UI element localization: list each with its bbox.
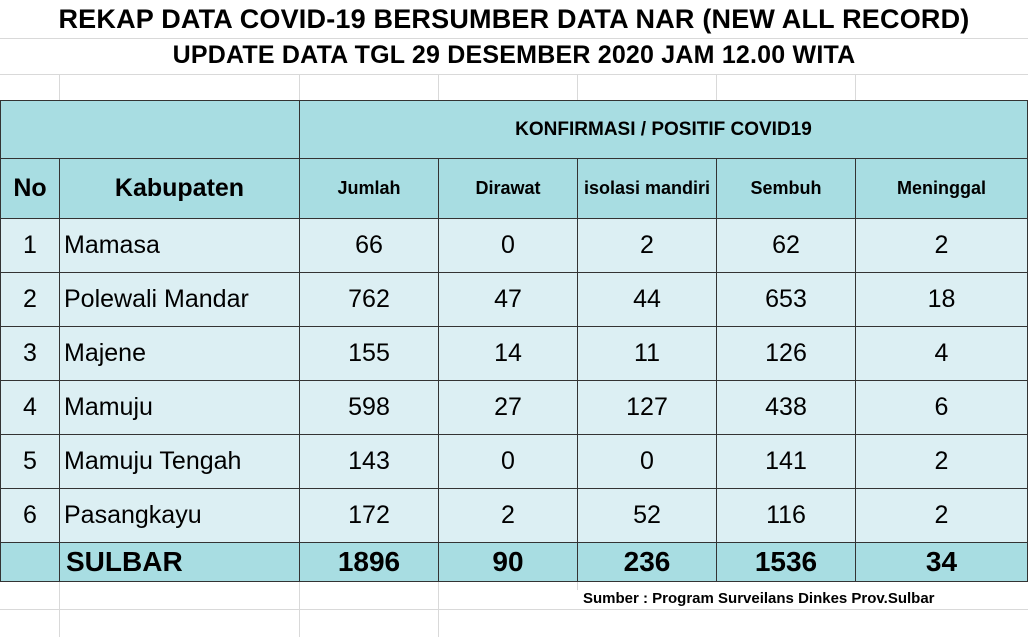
header-row-columns: No Kabupaten Jumlah Dirawat isolasi mand… [0, 158, 1028, 219]
cell-no: 5 [0, 434, 60, 489]
cell-dirawat: 0 [438, 218, 578, 273]
total-label: SULBAR [59, 542, 300, 582]
gridline [299, 74, 300, 100]
source-note: Sumber : Program Surveilans Dinkes Prov.… [583, 590, 935, 607]
cell-kabupaten: Pasangkayu [59, 488, 300, 543]
cell-sembuh: 141 [716, 434, 856, 489]
gridline [855, 74, 856, 100]
cell-jumlah: 762 [299, 272, 439, 327]
col-header-dirawat: Dirawat [438, 158, 578, 219]
col-header-jumlah: Jumlah [299, 158, 439, 219]
cell-meninggal: 2 [855, 434, 1028, 489]
table-row: 3 Majene 155 14 11 126 4 [0, 326, 1028, 381]
table-row: 1 Mamasa 66 0 2 62 2 [0, 218, 1028, 273]
gridline [299, 582, 300, 637]
col-header-meninggal: Meninggal [855, 158, 1028, 219]
table-row: 2 Polewali Mandar 762 47 44 653 18 [0, 272, 1028, 327]
cell-isolasi: 52 [577, 488, 717, 543]
cell-meninggal: 2 [855, 488, 1028, 543]
col-header-isolasi-mandiri: isolasi mandiri [577, 158, 717, 219]
covid-recap-table: KONFIRMASI / POSITIF COVID19 No Kabupate… [0, 100, 1028, 582]
cell-sembuh: 438 [716, 380, 856, 435]
cell-no: 4 [0, 380, 60, 435]
group-header-konfirmasi: KONFIRMASI / POSITIF COVID19 [299, 100, 1028, 159]
cell-no: 6 [0, 488, 60, 543]
table-row: 6 Pasangkayu 172 2 52 116 2 [0, 488, 1028, 543]
cell-sembuh: 116 [716, 488, 856, 543]
cell-jumlah: 143 [299, 434, 439, 489]
cell-dirawat: 27 [438, 380, 578, 435]
cell-jumlah: 66 [299, 218, 439, 273]
gridline [0, 74, 1028, 75]
gridline [0, 609, 1028, 610]
cell-no: 1 [0, 218, 60, 273]
cell-dirawat: 47 [438, 272, 578, 327]
cell-sembuh: 62 [716, 218, 856, 273]
gridline [59, 74, 60, 100]
total-isolasi: 236 [577, 542, 717, 582]
cell-isolasi: 2 [577, 218, 717, 273]
cell-kabupaten: Mamuju [59, 380, 300, 435]
cell-kabupaten: Majene [59, 326, 300, 381]
cell-sembuh: 653 [716, 272, 856, 327]
cell-isolasi: 0 [577, 434, 717, 489]
cell-kabupaten: Mamuju Tengah [59, 434, 300, 489]
gridline [0, 38, 1028, 39]
cell-dirawat: 0 [438, 434, 578, 489]
page-title: REKAP DATA COVID-19 BERSUMBER DATA NAR (… [58, 4, 970, 34]
cell-meninggal: 18 [855, 272, 1028, 327]
header-blank-cell [0, 100, 300, 159]
gridline [716, 74, 717, 100]
cell-meninggal: 6 [855, 380, 1028, 435]
page-subtitle: UPDATE DATA TGL 29 DESEMBER 2020 JAM 12.… [172, 41, 856, 69]
cell-no: 3 [0, 326, 60, 381]
cell-isolasi: 44 [577, 272, 717, 327]
cell-no: 2 [0, 272, 60, 327]
header-row-group: KONFIRMASI / POSITIF COVID19 [0, 100, 1028, 159]
total-row: SULBAR 1896 90 236 1536 34 [0, 542, 1028, 582]
total-sembuh: 1536 [716, 542, 856, 582]
gridline [59, 582, 60, 637]
cell-kabupaten: Polewali Mandar [59, 272, 300, 327]
gridline [577, 582, 578, 590]
cell-jumlah: 172 [299, 488, 439, 543]
cell-isolasi: 11 [577, 326, 717, 381]
total-dirawat: 90 [438, 542, 578, 582]
cell-meninggal: 2 [855, 218, 1028, 273]
gridline [577, 74, 578, 100]
cell-dirawat: 2 [438, 488, 578, 543]
cell-dirawat: 14 [438, 326, 578, 381]
cell-isolasi: 127 [577, 380, 717, 435]
col-header-no: No [0, 158, 60, 219]
col-header-kabupaten: Kabupaten [59, 158, 300, 219]
total-no-cell [0, 542, 60, 582]
table-row: 4 Mamuju 598 27 127 438 6 [0, 380, 1028, 435]
cell-kabupaten: Mamasa [59, 218, 300, 273]
cell-jumlah: 598 [299, 380, 439, 435]
cell-sembuh: 126 [716, 326, 856, 381]
cell-meninggal: 4 [855, 326, 1028, 381]
gridline [438, 582, 439, 637]
table-row: 5 Mamuju Tengah 143 0 0 141 2 [0, 434, 1028, 489]
total-meninggal: 34 [855, 542, 1028, 582]
total-jumlah: 1896 [299, 542, 439, 582]
col-header-sembuh: Sembuh [716, 158, 856, 219]
cell-jumlah: 155 [299, 326, 439, 381]
gridline [438, 74, 439, 100]
